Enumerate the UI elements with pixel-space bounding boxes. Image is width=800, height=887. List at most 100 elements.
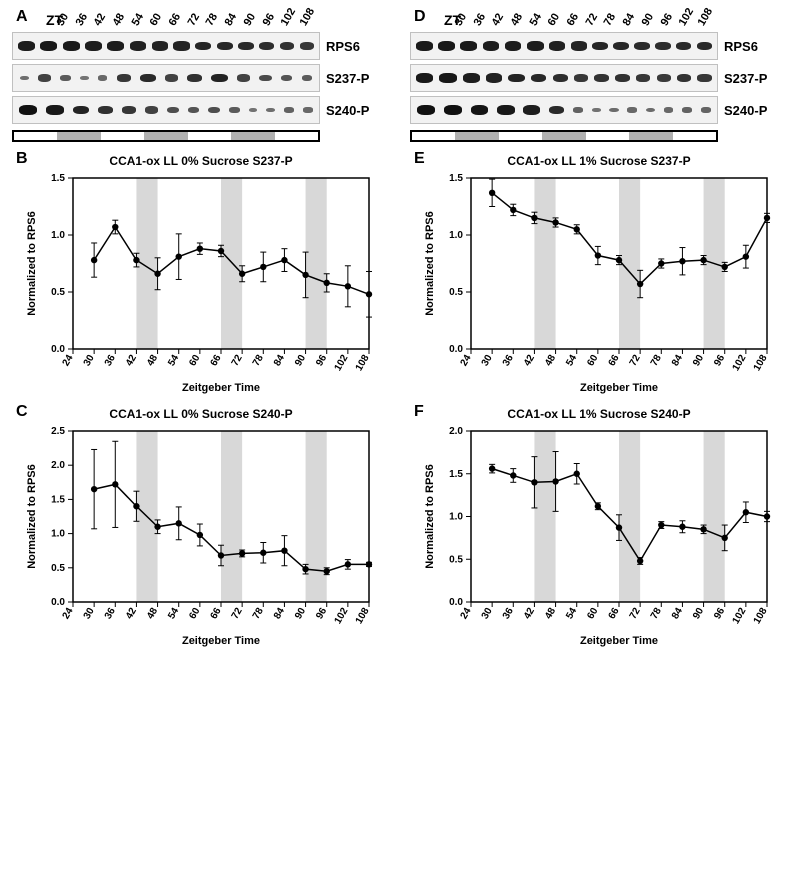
blot-strip [410,64,718,92]
xtick-label: 66 [607,606,622,622]
blot-row: S240-P [410,96,788,124]
data-point [743,253,749,259]
band [238,42,254,51]
daybar-light [586,132,629,140]
lane-label: 96 [658,12,674,28]
xtick-label: 102 [333,606,351,626]
ytick-label: 0.5 [449,554,463,565]
data-point [637,281,643,287]
data-point [510,472,516,478]
band [152,41,168,50]
data-point [743,509,749,515]
band [98,106,113,114]
xtick-label: 90 [691,606,706,622]
band [130,41,147,50]
data-point [112,224,118,230]
lane-labels-A: 303642485460667278849096102108 [65,16,320,28]
panel-D: D ZT 303642485460667278849096102108 RPS6… [410,8,788,142]
xtick-label: 84 [272,606,287,622]
band [302,75,313,81]
xtick-label: 96 [712,606,727,622]
panel-label-C: C [16,403,28,421]
xtick-label: 90 [293,353,308,369]
xtick-label: 96 [712,353,727,369]
band [549,106,565,115]
daybar-light [499,132,542,140]
daybar-light [188,132,231,140]
blots-A: RPS6S237-PS240-P [12,28,390,124]
data-point [197,245,203,251]
xtick-label: 84 [670,353,685,369]
chart-C: 0.00.51.01.52.02.52430364248546066727884… [21,423,381,648]
daybar-A [12,130,320,142]
band [646,108,655,113]
xtick-label: 42 [124,606,139,622]
xtick-label: 30 [480,606,495,622]
band [594,74,609,82]
ytick-label: 0.5 [449,287,463,298]
xtick-label: 96 [314,606,329,622]
xtick-label: 30 [82,353,97,369]
data-point [595,252,601,258]
blot-strip [12,32,320,60]
xtick-label: 60 [187,606,202,622]
data-point [345,561,351,567]
data-point [112,481,118,487]
y-axis-label: Normalized to RPS6 [424,211,436,316]
xtick-label: 30 [480,353,495,369]
data-point [281,548,287,554]
band [187,74,202,82]
blot-row-label: RPS6 [724,39,788,54]
band [284,107,294,112]
band [439,73,456,83]
band [300,42,314,50]
band [303,107,313,112]
chart-title-B: CCA1-ox LL 0% Sucrose S237-P [12,154,390,168]
ytick-label: 2.0 [449,426,463,437]
data-point [302,272,308,278]
xtick-label: 108 [752,353,770,373]
xtick-label: 54 [166,353,181,369]
blot-row-label: S237-P [724,71,788,86]
band [229,107,240,113]
data-point [489,465,495,471]
band [20,76,29,81]
shade-region [221,431,242,602]
data-point [324,280,330,286]
xtick-label: 66 [209,606,224,622]
band [471,105,489,115]
data-point [133,257,139,263]
blot-strip [12,64,320,92]
xtick-label: 72 [230,353,245,369]
lane-label: 72 [583,12,599,28]
band [173,41,189,50]
data-point [489,190,495,196]
panel-B: B CCA1-ox LL 0% Sucrose S237-P 0.00.51.0… [12,150,390,395]
band [195,42,211,51]
band [573,107,583,112]
data-point [552,219,558,225]
panel-label-A: A [16,8,28,26]
lane-label: 48 [111,12,127,28]
band [140,74,156,83]
band [107,41,124,50]
band [523,105,540,114]
band [574,74,588,82]
blot-row-label: S240-P [326,103,390,118]
blot-strip [410,32,718,60]
data-point [176,520,182,526]
band [63,41,80,50]
lane-label: 66 [167,12,183,28]
chart-title-E: CCA1-ox LL 1% Sucrose S237-P [410,154,788,168]
data-point [281,257,287,263]
data-point [510,207,516,213]
xtick-label: 102 [731,353,749,373]
ytick-label: 1.0 [51,529,65,540]
y-axis-label: Normalized to RPS6 [424,464,436,569]
xtick-label: 36 [501,353,516,369]
panel-C: C CCA1-ox LL 0% Sucrose S240-P 0.00.51.0… [12,403,390,648]
xtick-label: 102 [333,353,351,373]
xtick-label: 66 [607,353,622,369]
panel-label-B: B [16,150,28,168]
blot-row-label: RPS6 [326,39,390,54]
